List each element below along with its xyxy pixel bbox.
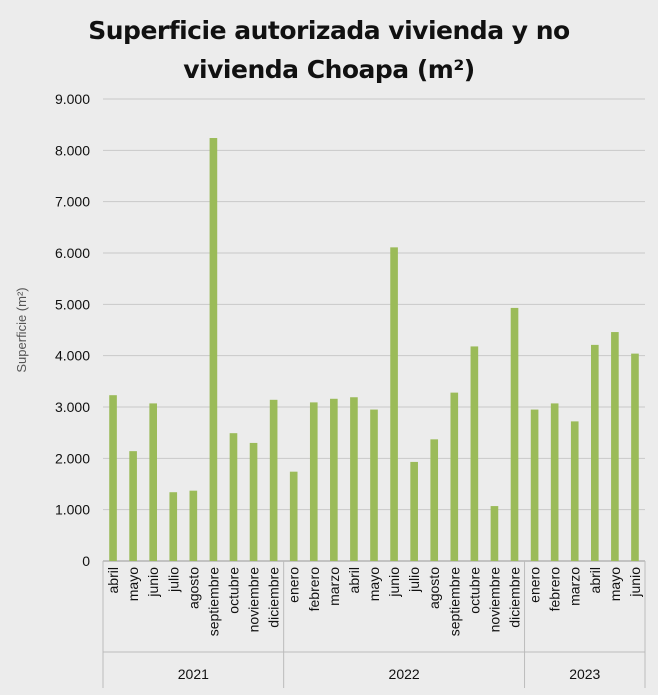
x-tick-label: abril bbox=[587, 567, 603, 593]
x-tick-label: febrero bbox=[306, 567, 322, 612]
x-tick-label: junio bbox=[145, 567, 161, 598]
x-tick-label: noviembre bbox=[486, 567, 502, 633]
bar bbox=[490, 506, 499, 561]
x-tick-label: junio bbox=[386, 567, 402, 598]
x-tick-label: octubre bbox=[466, 567, 482, 614]
y-tick-label: 3.000 bbox=[55, 399, 90, 415]
bar bbox=[370, 409, 378, 561]
x-tick-label: abril bbox=[346, 567, 362, 593]
x-tick-label: noviembre bbox=[246, 567, 262, 633]
bar bbox=[410, 461, 418, 561]
bar bbox=[189, 490, 198, 561]
x-tick-label: julio bbox=[165, 567, 181, 593]
bar bbox=[350, 397, 358, 561]
bar bbox=[249, 442, 258, 561]
x-tick-label: septiembre bbox=[205, 567, 221, 636]
chart-title-line-1: Superficie autorizada vivienda y no bbox=[88, 16, 570, 45]
y-tick-label: 8.000 bbox=[55, 142, 90, 158]
bar bbox=[631, 353, 639, 561]
y-tick-label: 7.000 bbox=[55, 194, 90, 210]
bar bbox=[109, 395, 117, 561]
x-tick-label: diciembre bbox=[266, 567, 282, 628]
x-tick-label: abril bbox=[105, 567, 121, 593]
x-tick-label: enero bbox=[527, 567, 543, 603]
y-tick-label: 9.000 bbox=[55, 91, 90, 107]
x-tick-label: mayo bbox=[366, 567, 382, 601]
x-tick-label: mayo bbox=[125, 567, 141, 601]
x-tick-label: agosto bbox=[426, 567, 442, 609]
chart-title-line-2: vivienda Choapa (m²) bbox=[183, 55, 475, 84]
bar bbox=[269, 399, 278, 561]
group-label: 2021 bbox=[178, 666, 209, 682]
group-label: 2023 bbox=[569, 666, 600, 682]
bar bbox=[169, 492, 178, 561]
bar bbox=[289, 471, 298, 561]
y-tick-label: 0 bbox=[82, 553, 90, 569]
bar bbox=[390, 247, 398, 561]
x-tick-label: marzo bbox=[326, 567, 342, 606]
x-tick-label: julio bbox=[406, 567, 422, 593]
y-tick-label: 2.000 bbox=[55, 450, 90, 466]
y-tick-label: 5.000 bbox=[55, 296, 90, 312]
bar bbox=[149, 403, 157, 561]
x-tick-label: marzo bbox=[567, 567, 583, 606]
bar bbox=[510, 307, 519, 561]
y-tick-label: 4.000 bbox=[55, 348, 90, 364]
x-tick-label: octubre bbox=[225, 567, 241, 614]
bar bbox=[550, 403, 559, 561]
bar bbox=[530, 409, 539, 561]
bar bbox=[570, 421, 579, 561]
x-tick-label: junio bbox=[627, 567, 643, 598]
bar bbox=[611, 332, 619, 561]
x-tick-label: diciembre bbox=[507, 567, 523, 628]
y-axis-label: Superficie (m²) bbox=[14, 287, 29, 372]
bar bbox=[450, 392, 459, 561]
group-label: 2022 bbox=[389, 666, 420, 682]
bar bbox=[209, 138, 218, 561]
x-tick-label: enero bbox=[286, 567, 302, 603]
bar bbox=[591, 344, 599, 561]
bar bbox=[129, 451, 137, 561]
bar bbox=[309, 402, 318, 561]
bar bbox=[229, 433, 238, 561]
x-tick-label: agosto bbox=[185, 567, 201, 609]
bar bbox=[330, 398, 338, 561]
y-tick-label: 1.000 bbox=[55, 502, 90, 518]
bar bbox=[430, 439, 439, 561]
bar bbox=[470, 346, 479, 561]
x-tick-label: septiembre bbox=[446, 567, 462, 636]
y-tick-label: 6.000 bbox=[55, 245, 90, 261]
x-tick-label: mayo bbox=[607, 567, 623, 601]
x-tick-label: febrero bbox=[547, 567, 563, 612]
